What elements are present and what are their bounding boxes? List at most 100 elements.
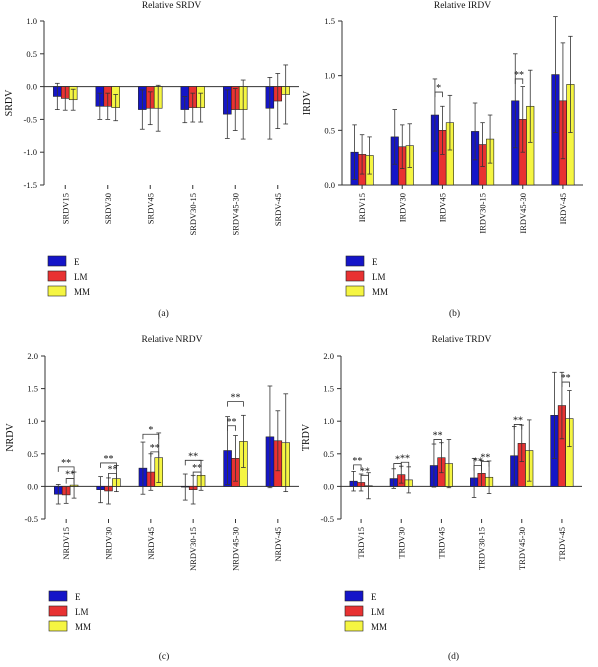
significance-label: * [148, 425, 153, 436]
y-tick-label: 1.5 [324, 16, 335, 26]
significance-bracket [353, 464, 362, 470]
significance-bracket [227, 425, 236, 431]
significance-label: ** [231, 393, 241, 404]
legend-swatch-mm [48, 620, 68, 632]
x-tick-label: IRDV30 [397, 193, 407, 222]
legend-label: LM [75, 607, 89, 617]
x-tick-label: SRDV45 [145, 193, 155, 224]
significance-bracket [360, 474, 369, 481]
significance-bracket [100, 462, 117, 468]
y-tick-label: -0.5 [25, 514, 38, 524]
panel-label: (d) [448, 651, 459, 662]
legend-label: MM [75, 622, 91, 632]
significance-bracket [184, 459, 202, 466]
legend-label: MM [371, 622, 387, 632]
y-axis-label: IRDV [302, 90, 313, 115]
x-tick-label: TRDV-45 [557, 527, 567, 561]
legend-swatch-mm [345, 285, 365, 297]
chart-title: Relative SRDV [142, 1, 202, 11]
y-tick-label: 0.0 [323, 481, 334, 491]
y-tick-label: 0.5 [26, 49, 37, 59]
legend-swatch-lm [344, 605, 364, 617]
significance-bracket [65, 478, 75, 484]
significance-bracket [142, 433, 160, 440]
x-tick-label: IRDV45-30 [518, 193, 528, 234]
y-tick-label: -0.5 [321, 514, 334, 524]
x-tick-label: SRDV30-15 [188, 193, 198, 236]
x-tick-label: IRDV30-15 [478, 193, 488, 234]
significance-label: ** [61, 458, 71, 469]
x-tick-label: NRDV-45 [273, 527, 283, 562]
x-tick-label: IRDV45 [437, 193, 447, 222]
x-tick-label: SRDV30 [103, 193, 113, 224]
y-tick-label: -0.5 [24, 114, 37, 124]
x-tick-label: NRDV30 [104, 527, 114, 560]
significance-bracket [400, 461, 410, 468]
legend-label: LM [74, 272, 88, 282]
x-tick-label: TRDV45 [436, 527, 446, 559]
legend-swatch-e [48, 590, 68, 602]
significance-label: ** [514, 70, 524, 81]
x-tick-label: TRDV45-30 [517, 527, 527, 570]
y-tick-label: 2.0 [323, 351, 334, 361]
x-tick-label: IRDV15 [357, 193, 367, 222]
x-tick-label: NRDV30-15 [188, 527, 198, 571]
y-tick-label: 1.0 [26, 16, 37, 26]
y-tick-label: 2.0 [27, 351, 38, 361]
chart-panel-c: Relative NRDV NRDV -0.5 0.0 0.5 1.0 1.5 2.0 NRDV… [5, 335, 299, 662]
y-tick-label: 1.0 [324, 71, 335, 81]
legend-swatch-mm [47, 285, 67, 297]
significance-label: ** [352, 456, 362, 467]
legend-label: E [371, 592, 377, 602]
significance-label: ** [65, 470, 75, 481]
y-tick-label: 0.5 [27, 449, 38, 459]
significance-label: ** [561, 373, 571, 384]
significance-bracket [434, 91, 443, 98]
y-axis-label: TRDV [301, 423, 312, 451]
legend-swatch-e [47, 255, 67, 267]
x-tick-label: TRDV15 [356, 527, 366, 559]
x-tick-label: SRDV45-30 [230, 193, 240, 236]
legend-label: E [74, 257, 80, 267]
significance-label: ** [480, 453, 490, 464]
y-axis-label: NRDV [5, 423, 16, 452]
significance-label: * [436, 83, 441, 94]
legend-swatch-lm [345, 270, 365, 282]
significance-label: ** [104, 454, 114, 465]
chart-panel-b: Relative IRDV IRDV 0.0 0.5 1.0 1.5 IRDV15 IRDV3… [302, 1, 583, 319]
y-tick-label: 0.5 [323, 449, 334, 459]
chart-panel-d: Relative TRDV TRDV -0.5 0.0 0.5 1.0 1.5 2.0 TRDV… [301, 335, 582, 662]
y-tick-label: 1.0 [323, 416, 334, 426]
x-tick-label: SRDV-45 [273, 193, 283, 226]
y-tick-label: -1.5 [24, 180, 37, 190]
significance-label: ** [513, 415, 523, 426]
significance-label: ** [192, 463, 202, 474]
significance-bracket [57, 466, 75, 472]
significance-label: ** [433, 430, 443, 441]
legend-label: MM [74, 287, 90, 297]
x-tick-label: IRDV-45 [558, 193, 568, 224]
y-tick-label: 0.0 [27, 481, 38, 491]
legend-label: E [372, 257, 378, 267]
chart-title: Relative NRDV [142, 335, 203, 345]
chart-title: Relative TRDV [432, 335, 492, 345]
y-tick-label: 0.5 [324, 125, 335, 135]
significance-bracket [192, 471, 202, 478]
legend-label: E [75, 592, 81, 602]
x-tick-label: NRDV45 [146, 527, 156, 560]
x-tick-label: SRDV15 [60, 193, 70, 224]
significance-label: ** [150, 443, 160, 454]
y-tick-label: -1.0 [24, 147, 37, 157]
significance-bracket [473, 465, 482, 471]
panel-label: (c) [159, 651, 170, 662]
significance-bracket [108, 472, 117, 479]
legend-swatch-e [344, 590, 364, 602]
y-tick-label: 1.5 [27, 384, 38, 394]
y-axis-label: SRDV [4, 89, 15, 116]
significance-label: ** [473, 457, 483, 468]
legend-swatch-lm [47, 270, 67, 282]
significance-bracket [433, 439, 442, 445]
significance-bracket [481, 461, 490, 467]
panel-label: (b) [449, 308, 460, 319]
